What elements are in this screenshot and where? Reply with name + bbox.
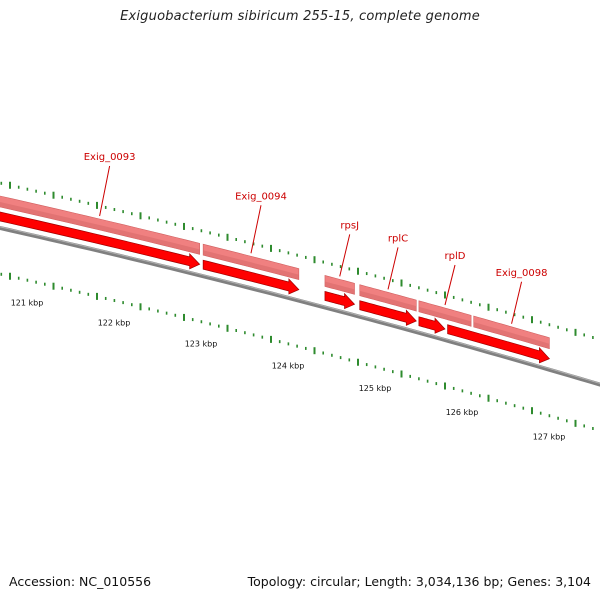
scale-label: 126 kbp xyxy=(446,408,479,417)
outer-tick-row xyxy=(0,181,594,339)
gene-label[interactable]: rplC xyxy=(388,233,408,244)
gene-label-leader xyxy=(250,205,262,254)
scale-label: 121 kbp xyxy=(11,298,44,307)
gene-label-leader xyxy=(99,165,111,217)
scale-label: 124 kbp xyxy=(272,361,305,370)
scale-label: 122 kbp xyxy=(98,318,131,327)
forward-gene-shade xyxy=(359,290,417,312)
scale-label: 123 kbp xyxy=(185,339,218,348)
forward-gene-shade xyxy=(324,281,355,295)
map-title: Exiguobacterium sibiricum 255-15, comple… xyxy=(120,9,480,24)
forward-strand-genes xyxy=(0,195,550,350)
gene-label[interactable]: rpsJ xyxy=(340,220,359,231)
reverse-gene-arrow[interactable] xyxy=(359,300,417,326)
accession-label: Accession: NC_010556 xyxy=(9,574,152,589)
gene-labels: Exig_0092Exig_0093Exig_0094rpsJrplCrplDE… xyxy=(84,152,548,324)
gene-label-leader xyxy=(387,247,399,290)
inner-tick-row xyxy=(0,272,594,430)
gene-label-leader xyxy=(339,234,351,277)
backbone-line xyxy=(0,225,600,387)
forward-gene-shade xyxy=(418,306,472,327)
gene-label-leader xyxy=(511,281,523,324)
genome-summary: Topology: circular; Length: 3,034,136 bp… xyxy=(247,574,591,589)
gene-label[interactable]: Exig_0093 xyxy=(84,152,136,163)
gene-label[interactable]: rplD xyxy=(445,251,466,262)
gene-label[interactable]: Exig_0098 xyxy=(496,268,548,279)
reverse-gene-arrow[interactable] xyxy=(324,290,356,310)
genome-backbone xyxy=(0,225,600,387)
reverse-gene-arrow[interactable] xyxy=(418,316,446,334)
reverse-gene-arrow[interactable] xyxy=(0,211,201,270)
backbone-highlight xyxy=(0,226,600,384)
reverse-strand-genes xyxy=(0,211,550,364)
gene-label[interactable]: Exig_0094 xyxy=(235,191,287,202)
scale-label: 125 kbp xyxy=(359,384,392,393)
reverse-gene-arrow[interactable] xyxy=(447,324,550,364)
scale-label: 127 kbp xyxy=(533,433,566,442)
reverse-gene-arrow[interactable] xyxy=(202,259,300,295)
forward-gene-shade xyxy=(473,322,550,349)
scale-labels: 121 kbp 122 kbp 123 kbp 124 kbp 125 kbp 126 k… xyxy=(11,298,566,441)
gene-label-leader xyxy=(444,264,456,306)
forward-gene-shade xyxy=(203,250,299,280)
forward-gene-shade xyxy=(0,202,200,255)
